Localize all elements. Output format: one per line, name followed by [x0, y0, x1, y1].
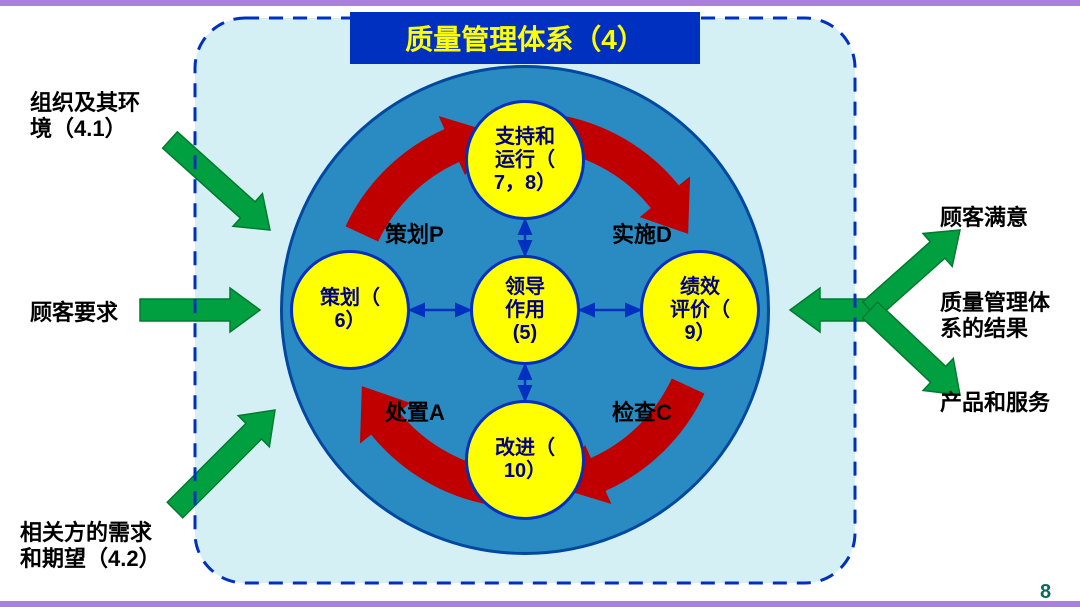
label-check: 检查C [612, 400, 672, 426]
node-planning: 策划（ 6） [290, 250, 410, 370]
label-do: 实施D [612, 222, 672, 248]
label-satisfaction: 顾客满意 [940, 205, 1028, 231]
node-support-operation: 支持和 运行（ 7，8） [465, 100, 585, 220]
page-number: 8 [1040, 580, 1051, 604]
frame-bottom [0, 601, 1080, 607]
frame-top [0, 0, 1080, 6]
node-improvement: 改进（ 10） [465, 400, 585, 520]
label-act: 处置A [385, 400, 445, 426]
label-context: 组织及其环 境（4.1） [30, 90, 140, 143]
title-text: 质量管理体系（4） [405, 24, 645, 55]
label-products: 产品和服务 [940, 390, 1050, 416]
title-box: 质量管理体系（4） [350, 12, 700, 64]
label-qms-result: 质量管理体 系的结果 [940, 290, 1050, 343]
node-leadership: 领导 作用 (5) [470, 255, 580, 365]
label-plan: 策划P [385, 222, 444, 248]
node-performance: 绩效 评价（ 9） [640, 250, 760, 370]
label-customer-req: 顾客要求 [30, 300, 118, 326]
label-parties: 相关方的需求 和期望（4.2） [20, 520, 161, 573]
